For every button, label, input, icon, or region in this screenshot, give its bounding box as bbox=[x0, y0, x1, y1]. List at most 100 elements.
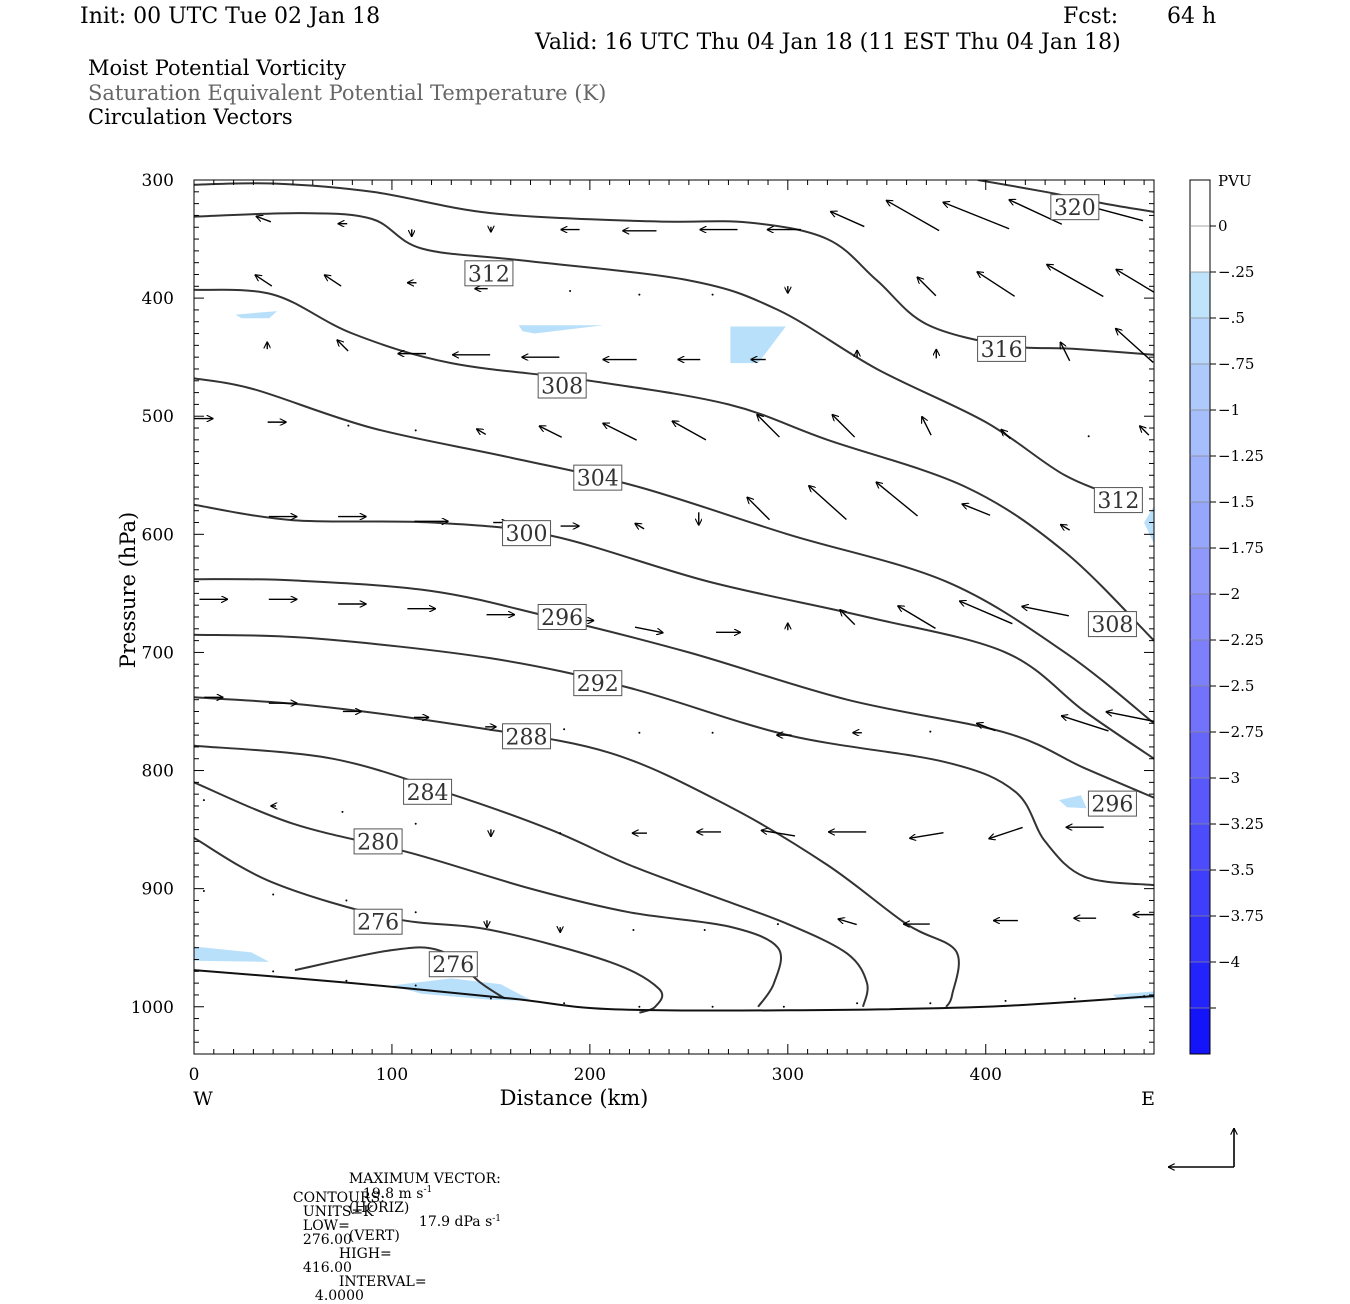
x-tick-label-100: 100 bbox=[376, 1065, 408, 1085]
vector-9 bbox=[886, 200, 940, 232]
colorbar-label-10: −2.5 bbox=[1218, 677, 1254, 695]
vector-89 bbox=[1106, 712, 1154, 723]
colorbar-box-3 bbox=[1190, 318, 1210, 364]
max-vector-label: MAXIMUM VECTOR: bbox=[348, 1171, 501, 1187]
x-tick-label-400: 400 bbox=[970, 1065, 1002, 1085]
colorbar-box-6 bbox=[1190, 456, 1210, 502]
vector-49 bbox=[1087, 435, 1090, 438]
colorbar-box-12 bbox=[1190, 732, 1210, 778]
vector-0 bbox=[256, 216, 272, 223]
colorbar-box-18 bbox=[1190, 1008, 1210, 1054]
vector-39 bbox=[347, 424, 350, 427]
contour-label-1: 312 bbox=[468, 262, 510, 287]
vector-75 bbox=[1021, 606, 1070, 617]
vector-60 bbox=[876, 482, 919, 517]
vector-21 bbox=[917, 277, 937, 297]
colorbar-box-1 bbox=[1190, 226, 1210, 272]
y-tick-label-400: 400 bbox=[142, 289, 174, 309]
colorbar-box-8 bbox=[1190, 548, 1210, 594]
plot-frame bbox=[193, 179, 1155, 1055]
valid-time: Valid: 16 UTC Thu 04 Jan 18 (11 EST Thu … bbox=[535, 30, 1121, 55]
vector-104 bbox=[272, 893, 275, 896]
vector-48 bbox=[1001, 429, 1011, 440]
vector-129 bbox=[1143, 995, 1146, 998]
contour-label-box-5 bbox=[1093, 487, 1143, 514]
vector-73 bbox=[897, 606, 936, 630]
contour-label-5: 312 bbox=[1097, 489, 1139, 514]
vector-50 bbox=[1139, 426, 1150, 436]
contour-label-box-9 bbox=[573, 670, 623, 697]
contour-276-11 bbox=[194, 837, 664, 1014]
contour-316-1 bbox=[194, 182, 1154, 356]
vector-100 bbox=[909, 831, 944, 839]
vector-86 bbox=[929, 730, 932, 733]
pv-shade-2 bbox=[730, 326, 786, 364]
vector-13 bbox=[255, 275, 273, 287]
vector-23 bbox=[1046, 264, 1104, 298]
y-tick-label-300: 300 bbox=[142, 171, 174, 191]
vector-109 bbox=[632, 928, 635, 931]
vector-56 bbox=[635, 523, 645, 529]
contour-label-box-8 bbox=[1087, 611, 1137, 638]
colorbar-label-11: −2.75 bbox=[1218, 723, 1264, 741]
contour-label-14: 276 bbox=[357, 911, 399, 936]
vector-127 bbox=[1004, 999, 1007, 1002]
vector-72 bbox=[840, 609, 856, 626]
vector-41 bbox=[476, 429, 487, 435]
y-tick-label-1000: 1000 bbox=[131, 998, 174, 1018]
contour-276-12 bbox=[294, 946, 506, 1000]
colorbar-box-0 bbox=[1190, 180, 1210, 226]
vector-87 bbox=[976, 723, 996, 732]
colorbar-label-3: −.75 bbox=[1218, 355, 1254, 373]
vector-125 bbox=[856, 1002, 859, 1005]
x-axis-label: Distance (km) bbox=[500, 1086, 649, 1110]
contour-284-9 bbox=[194, 744, 869, 1008]
vector-40 bbox=[414, 429, 417, 432]
vector-123 bbox=[711, 1005, 714, 1008]
forecast-label: Fcst: bbox=[1063, 4, 1119, 29]
surface-line bbox=[194, 969, 1154, 1012]
colorbar-box-9 bbox=[1190, 594, 1210, 640]
vert-value: 17.9 dPa s bbox=[418, 1214, 493, 1231]
forecast-hours: 64 h bbox=[1167, 4, 1217, 29]
vector-128 bbox=[1073, 997, 1076, 1000]
colorbar-label-9: −2.25 bbox=[1218, 631, 1264, 649]
vector-22 bbox=[977, 272, 1016, 297]
vector-58 bbox=[747, 497, 771, 521]
contour-label-13: 280 bbox=[357, 830, 399, 855]
vector-105 bbox=[345, 899, 348, 902]
horiz-value: 19.8 m s bbox=[362, 1185, 424, 1202]
colorbar-box-15 bbox=[1190, 870, 1210, 916]
y-tick-label-500: 500 bbox=[142, 407, 174, 427]
vector-36 bbox=[1115, 328, 1154, 363]
colorbar-label-5: −1.25 bbox=[1218, 447, 1264, 465]
footer-contours: CONTOURS: UNITS=K LOW= 276.00 HIGH= 416.… bbox=[284, 1177, 427, 1303]
vector-117 bbox=[272, 970, 275, 973]
colorbar-box-17 bbox=[1190, 962, 1210, 1008]
vector-122 bbox=[638, 1005, 641, 1008]
vector-8 bbox=[830, 211, 865, 228]
contour-label-box-4 bbox=[573, 464, 623, 491]
contour-label-box-3 bbox=[537, 372, 587, 399]
colorbar-label-16: −4 bbox=[1218, 953, 1240, 971]
init-time: Init: 00 UTC Tue 02 Jan 18 bbox=[80, 4, 381, 29]
vector-35 bbox=[1059, 342, 1071, 362]
vector-110 bbox=[703, 928, 706, 931]
colorbar-box-16 bbox=[1190, 916, 1210, 962]
contour-label-box-15 bbox=[428, 951, 478, 978]
colorbar-label-13: −3.25 bbox=[1218, 815, 1264, 833]
vector-88 bbox=[1061, 716, 1109, 732]
contour-label-box-6 bbox=[502, 520, 552, 547]
vector-24 bbox=[1116, 269, 1154, 294]
vector-43 bbox=[602, 422, 637, 441]
contour-label-8: 308 bbox=[1091, 613, 1133, 638]
vector-82 bbox=[638, 731, 641, 734]
y-axis-label: Pressure (hPa) bbox=[116, 512, 140, 668]
contour-label-0: 320 bbox=[1054, 196, 1096, 221]
pv-shade-0 bbox=[235, 311, 278, 319]
colorbar-label-1: −.25 bbox=[1218, 263, 1254, 281]
contour-label-box-12 bbox=[1087, 790, 1137, 817]
vector-42 bbox=[539, 425, 563, 438]
colorbar-label-6: −1.5 bbox=[1218, 493, 1254, 511]
vector-61 bbox=[962, 504, 991, 516]
